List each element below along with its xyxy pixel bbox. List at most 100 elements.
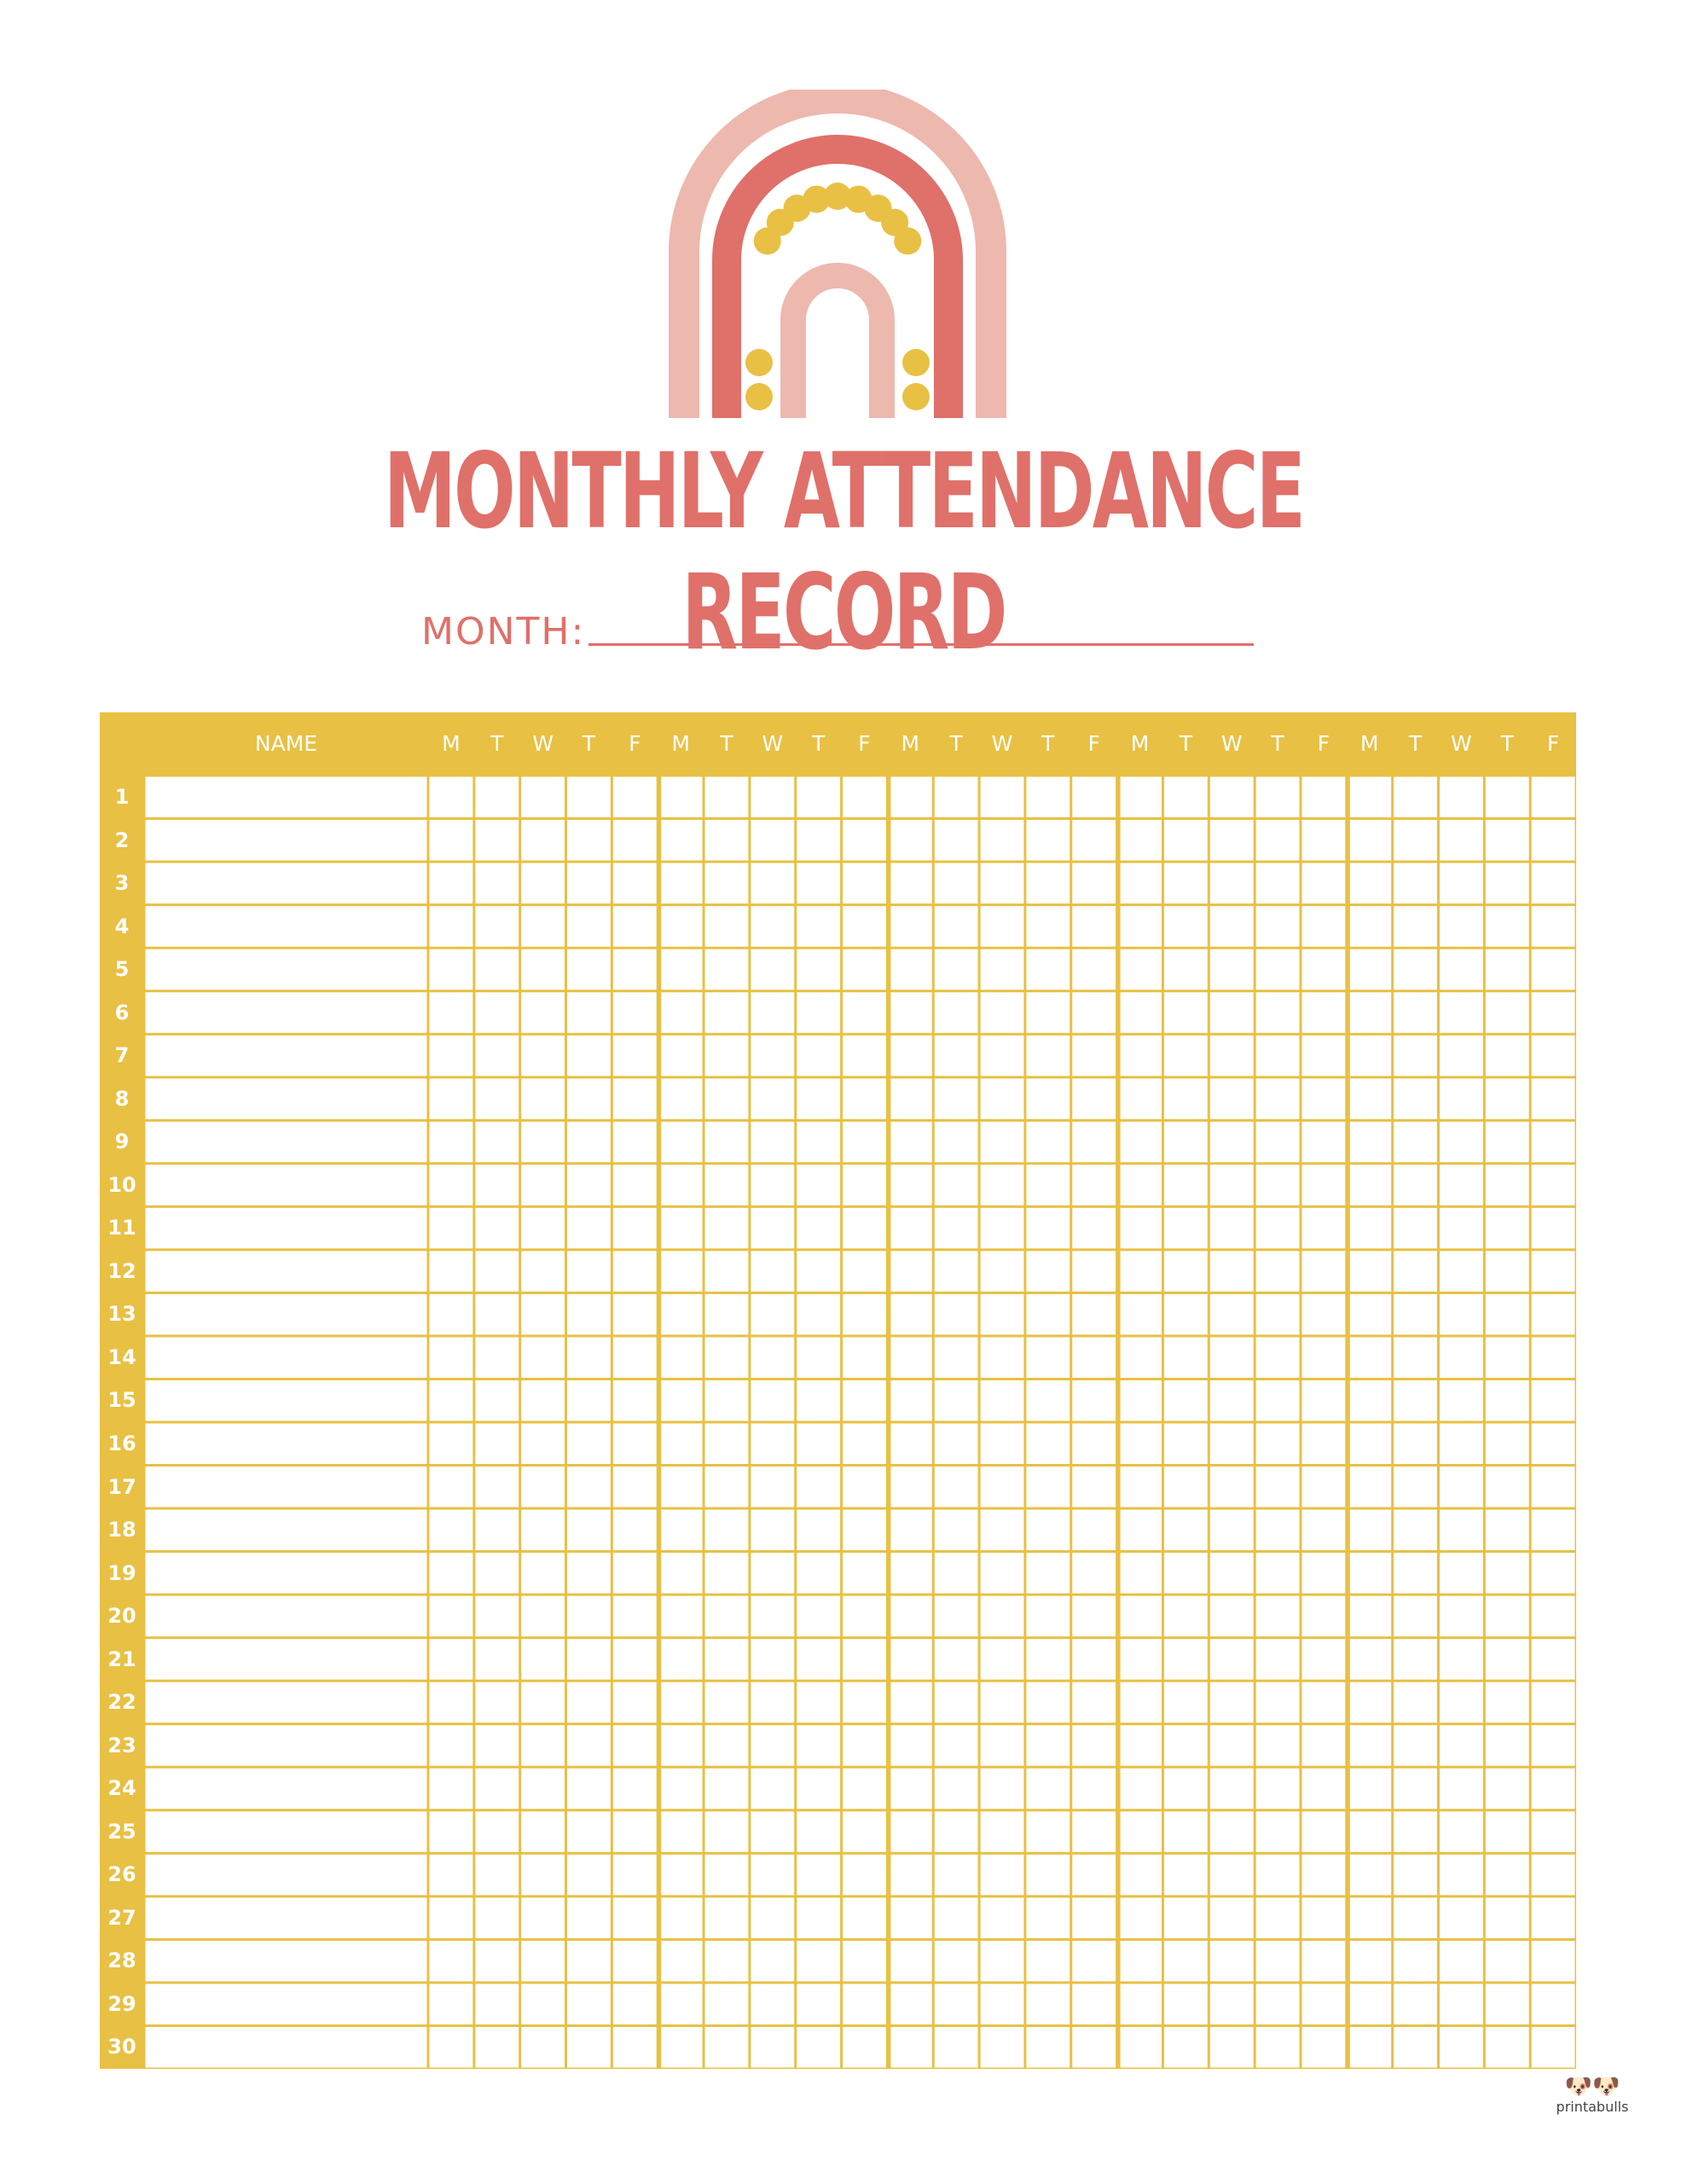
attendance-cell[interactable] <box>980 1293 1024 1335</box>
attendance-cell[interactable] <box>661 776 703 818</box>
attendance-cell[interactable] <box>934 1293 978 1335</box>
attendance-cell[interactable] <box>980 1035 1024 1077</box>
attendance-cell[interactable] <box>1120 1897 1162 1938</box>
attendance-cell[interactable] <box>1301 1293 1346 1335</box>
attendance-cell[interactable] <box>1026 1595 1070 1637</box>
attendance-cell[interactable] <box>1072 1165 1116 1205</box>
attendance-cell[interactable] <box>1394 1509 1437 1551</box>
attendance-cell[interactable] <box>1026 1639 1070 1680</box>
attendance-cell[interactable] <box>797 1768 841 1809</box>
attendance-cell[interactable] <box>843 1811 886 1852</box>
attendance-cell[interactable] <box>475 992 519 1033</box>
name-cell[interactable] <box>145 1337 427 1378</box>
attendance-cell[interactable] <box>980 949 1024 990</box>
attendance-cell[interactable] <box>797 992 841 1033</box>
attendance-cell[interactable] <box>1301 906 1346 947</box>
attendance-cell[interactable] <box>521 1768 565 1809</box>
attendance-cell[interactable] <box>890 1337 932 1378</box>
attendance-cell[interactable] <box>1349 1553 1392 1594</box>
attendance-cell[interactable] <box>1485 906 1529 947</box>
attendance-cell[interactable] <box>1026 776 1070 818</box>
attendance-cell[interactable] <box>1072 863 1116 904</box>
attendance-cell[interactable] <box>1163 1078 1208 1119</box>
attendance-cell[interactable] <box>1439 949 1483 990</box>
name-cell[interactable] <box>145 1811 427 1852</box>
attendance-cell[interactable] <box>890 1682 932 1723</box>
attendance-cell[interactable] <box>980 1423 1024 1465</box>
attendance-cell[interactable] <box>567 1553 611 1594</box>
attendance-cell[interactable] <box>980 992 1024 1033</box>
attendance-cell[interactable] <box>704 1811 749 1852</box>
attendance-cell[interactable] <box>843 776 886 818</box>
attendance-cell[interactable] <box>1349 1595 1392 1637</box>
attendance-cell[interactable] <box>475 1380 519 1421</box>
attendance-cell[interactable] <box>1485 1337 1529 1378</box>
attendance-cell[interactable] <box>704 1165 749 1205</box>
attendance-cell[interactable] <box>980 1811 1024 1852</box>
attendance-cell[interactable] <box>751 1035 795 1077</box>
attendance-cell[interactable] <box>797 2026 841 2068</box>
attendance-cell[interactable] <box>1394 1768 1437 1809</box>
attendance-cell[interactable] <box>797 776 841 818</box>
attendance-cell[interactable] <box>797 820 841 861</box>
attendance-cell[interactable] <box>1255 863 1300 904</box>
attendance-cell[interactable] <box>704 1940 749 1982</box>
attendance-cell[interactable] <box>1209 1293 1254 1335</box>
attendance-cell[interactable] <box>1120 1380 1162 1421</box>
attendance-cell[interactable] <box>751 1854 795 1896</box>
attendance-cell[interactable] <box>1439 1768 1483 1809</box>
attendance-cell[interactable] <box>934 776 978 818</box>
attendance-cell[interactable] <box>704 1380 749 1421</box>
attendance-cell[interactable] <box>704 1768 749 1809</box>
attendance-cell[interactable] <box>934 1682 978 1723</box>
attendance-cell[interactable] <box>1439 1251 1483 1292</box>
attendance-cell[interactable] <box>1394 1725 1437 1766</box>
attendance-cell[interactable] <box>1072 1293 1116 1335</box>
attendance-cell[interactable] <box>843 1337 886 1378</box>
attendance-cell[interactable] <box>1255 1121 1300 1163</box>
attendance-cell[interactable] <box>751 1509 795 1551</box>
attendance-cell[interactable] <box>980 2026 1024 2068</box>
attendance-cell[interactable] <box>843 863 886 904</box>
attendance-cell[interactable] <box>1209 1380 1254 1421</box>
attendance-cell[interactable] <box>612 1035 657 1077</box>
attendance-cell[interactable] <box>1026 1121 1070 1163</box>
attendance-cell[interactable] <box>1301 1553 1346 1594</box>
attendance-cell[interactable] <box>475 1639 519 1680</box>
attendance-cell[interactable] <box>661 1639 703 1680</box>
attendance-cell[interactable] <box>521 1725 565 1766</box>
attendance-cell[interactable] <box>475 1854 519 1896</box>
attendance-cell[interactable] <box>1255 1984 1300 2024</box>
attendance-cell[interactable] <box>475 820 519 861</box>
attendance-cell[interactable] <box>1301 1639 1346 1680</box>
attendance-cell[interactable] <box>1120 992 1162 1033</box>
attendance-cell[interactable] <box>429 1768 473 1809</box>
attendance-cell[interactable] <box>567 1423 611 1465</box>
attendance-cell[interactable] <box>1485 1725 1529 1766</box>
attendance-cell[interactable] <box>612 1251 657 1292</box>
attendance-cell[interactable] <box>1255 1553 1300 1594</box>
attendance-cell[interactable] <box>1209 992 1254 1033</box>
attendance-cell[interactable] <box>843 992 886 1033</box>
attendance-cell[interactable] <box>843 1165 886 1205</box>
attendance-cell[interactable] <box>890 2026 932 2068</box>
attendance-cell[interactable] <box>1531 1035 1575 1077</box>
attendance-cell[interactable] <box>1531 1380 1575 1421</box>
attendance-cell[interactable] <box>1072 1337 1116 1378</box>
attendance-cell[interactable] <box>1072 992 1116 1033</box>
attendance-cell[interactable] <box>1072 1854 1116 1896</box>
attendance-cell[interactable] <box>890 1423 932 1465</box>
attendance-cell[interactable] <box>521 1078 565 1119</box>
attendance-cell[interactable] <box>1485 1940 1529 1982</box>
attendance-cell[interactable] <box>843 1639 886 1680</box>
attendance-cell[interactable] <box>980 820 1024 861</box>
attendance-cell[interactable] <box>1531 1639 1575 1680</box>
attendance-cell[interactable] <box>475 1509 519 1551</box>
attendance-cell[interactable] <box>751 1293 795 1335</box>
attendance-cell[interactable] <box>1531 1251 1575 1292</box>
attendance-cell[interactable] <box>1163 1595 1208 1637</box>
attendance-cell[interactable] <box>1349 776 1392 818</box>
attendance-cell[interactable] <box>843 1035 886 1077</box>
attendance-cell[interactable] <box>661 1682 703 1723</box>
attendance-cell[interactable] <box>1531 1595 1575 1637</box>
